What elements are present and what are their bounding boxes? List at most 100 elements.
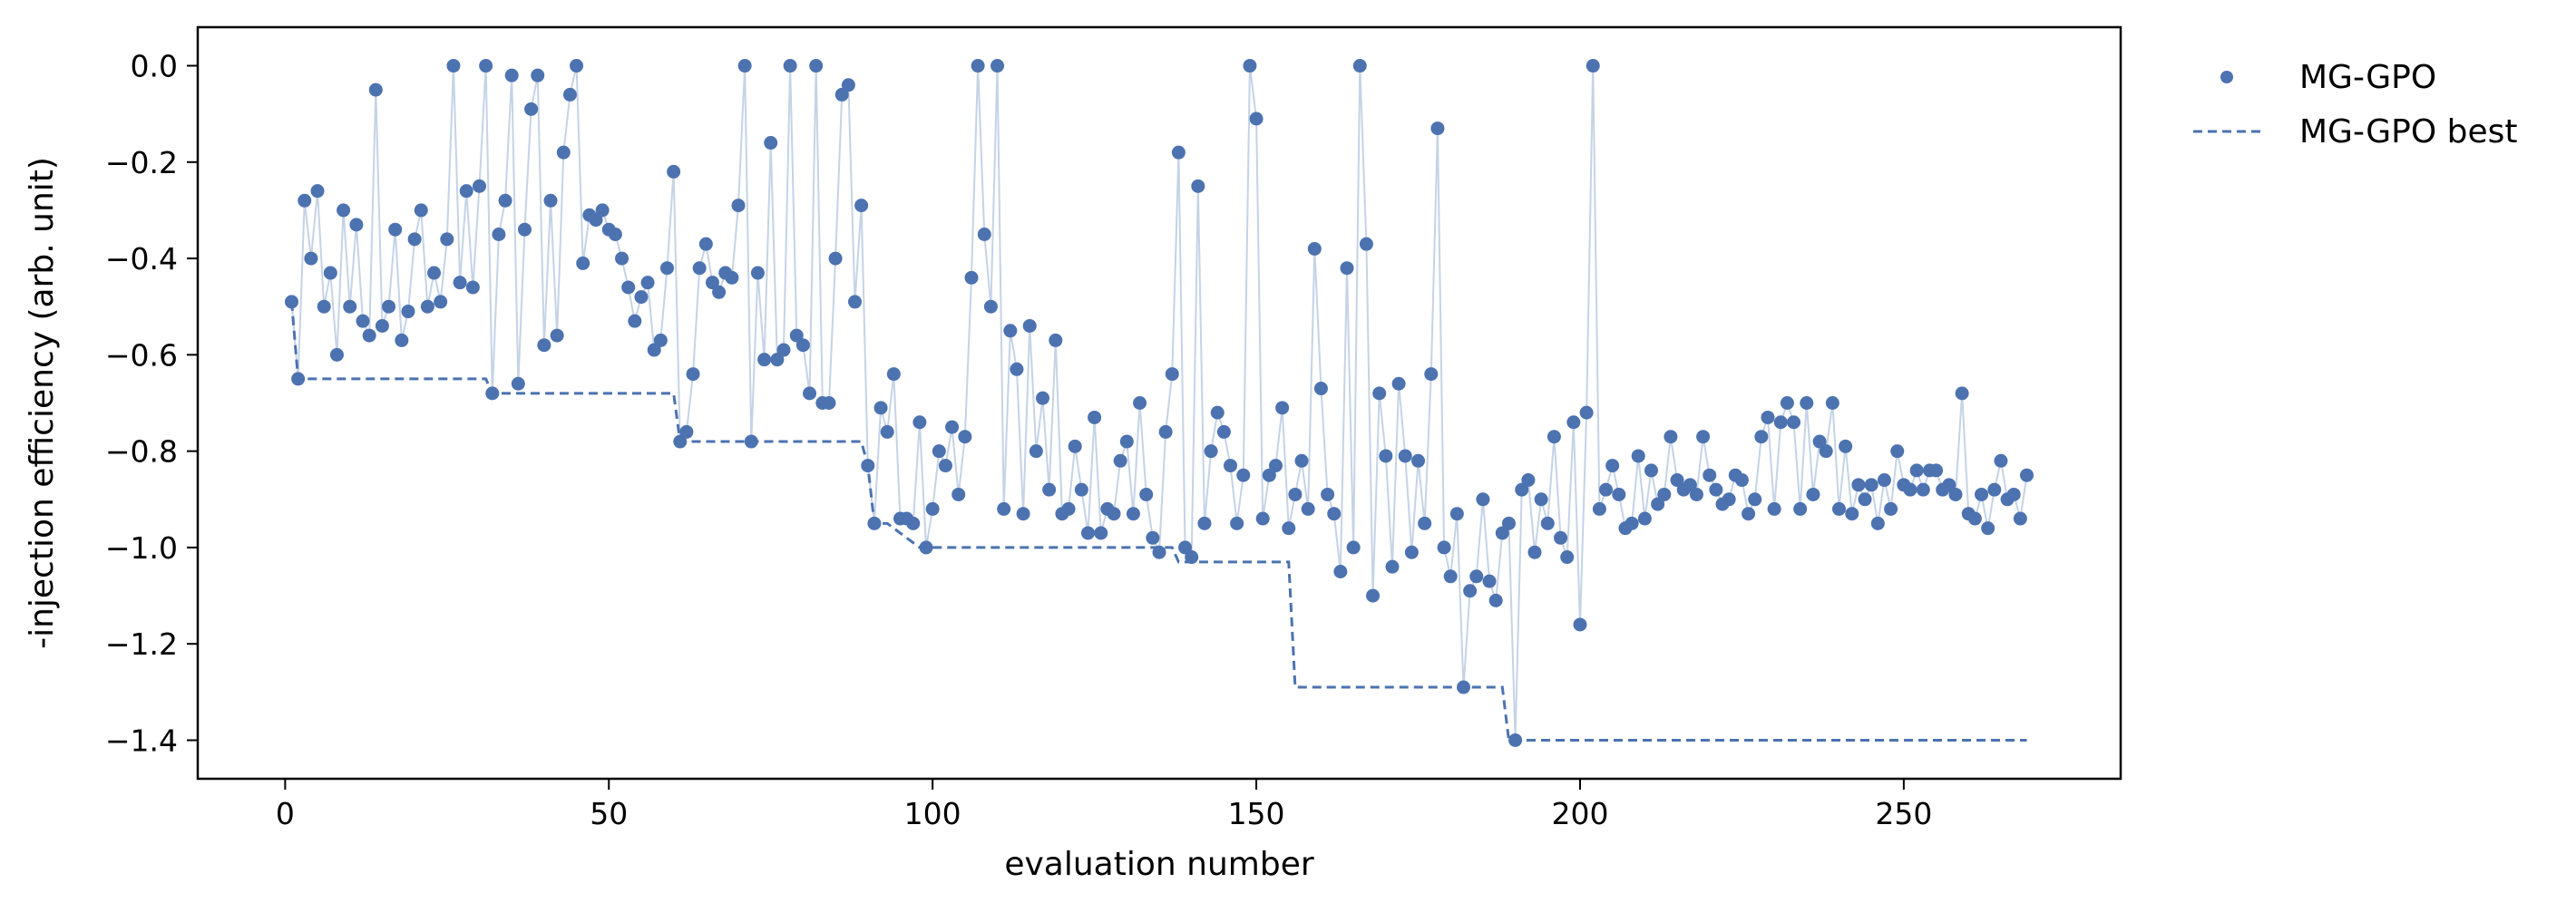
data-point — [395, 333, 409, 347]
data-point — [1210, 405, 1225, 420]
data-point — [1761, 410, 1775, 424]
data-point — [401, 305, 415, 319]
data-point — [1975, 487, 1989, 501]
data-point — [1022, 318, 1037, 333]
data-point — [1482, 574, 1497, 588]
data-point — [1366, 588, 1381, 603]
data-point — [1637, 511, 1652, 526]
x-tick-label: 100 — [904, 796, 961, 831]
data-point — [382, 299, 396, 314]
data-point — [1780, 396, 1794, 410]
data-point — [1754, 430, 1769, 444]
data-point — [440, 232, 454, 247]
data-point — [1139, 487, 1154, 501]
data-point — [1036, 391, 1050, 405]
data-point — [1812, 434, 1827, 449]
data-point — [983, 299, 998, 314]
data-point — [841, 78, 855, 92]
data-point — [679, 424, 694, 439]
data-point — [492, 228, 506, 242]
data-point — [1831, 501, 1846, 516]
data-point — [757, 353, 772, 367]
data-point — [1689, 487, 1703, 501]
data-point — [465, 280, 480, 295]
data-point — [912, 415, 927, 430]
data-point — [1191, 179, 1205, 193]
y-tick-label: −0.2 — [105, 145, 178, 180]
y-axis: 0.0 −0.2 −0.4 −0.6 −0.8 −1.0 −1.2 −1.4 — [105, 49, 198, 758]
data-point — [698, 237, 713, 251]
data-point — [1955, 386, 1969, 401]
data-point — [1851, 478, 1866, 492]
data-point — [1703, 468, 1717, 482]
data-point — [1268, 459, 1283, 473]
data-point — [822, 396, 836, 410]
data-point — [1547, 430, 1561, 444]
data-point — [1651, 497, 1665, 511]
data-point — [1501, 516, 1516, 530]
data-point — [1282, 521, 1296, 536]
data-point — [304, 251, 318, 266]
data-point — [692, 261, 707, 276]
data-point — [776, 343, 791, 357]
data-point — [576, 256, 590, 270]
data-point — [1133, 396, 1147, 410]
data-point — [1216, 424, 1231, 439]
data-point — [867, 516, 882, 530]
data-point — [1321, 487, 1335, 501]
data-point — [1981, 521, 1995, 536]
data-point — [1787, 415, 1801, 430]
data-point — [298, 193, 312, 208]
data-point — [498, 193, 512, 208]
data-point — [1068, 439, 1082, 453]
data-point — [1554, 530, 1568, 545]
x-tick-label: 250 — [1875, 796, 1932, 831]
data-point — [1722, 492, 1736, 507]
data-point — [997, 501, 1011, 516]
data-point — [1605, 459, 1620, 473]
data-point — [1307, 241, 1322, 256]
data-point — [595, 203, 610, 218]
data-point — [1488, 593, 1503, 607]
data-point — [737, 59, 752, 73]
data-point — [653, 333, 668, 347]
data-point — [1185, 550, 1199, 565]
y-tick-label: −1.4 — [105, 723, 178, 758]
data-point — [1495, 526, 1509, 540]
data-point — [1579, 405, 1594, 420]
data-point — [407, 232, 422, 247]
data-point — [2006, 487, 2021, 501]
data-point — [1313, 382, 1328, 396]
data-point — [1683, 478, 1697, 492]
data-point — [517, 222, 532, 237]
data-point — [795, 338, 810, 353]
data-point — [1262, 468, 1276, 482]
data-point — [504, 68, 519, 82]
data-point — [1586, 59, 1600, 73]
data-point — [828, 251, 843, 266]
data-point — [1767, 501, 1781, 516]
plot-area — [285, 59, 2034, 747]
data-point — [1249, 112, 1264, 126]
data-point — [1430, 121, 1445, 136]
legend-label-mg-gpo: MG-GPO — [2299, 59, 2436, 96]
data-point — [1709, 482, 1723, 497]
data-point — [362, 328, 376, 343]
data-point — [1080, 526, 1095, 540]
data-point — [1560, 550, 1575, 565]
data-point — [317, 299, 331, 314]
data-point — [459, 184, 473, 199]
data-point — [1029, 444, 1043, 459]
data-point — [1352, 59, 1367, 73]
data-point — [640, 276, 655, 290]
data-point — [1631, 449, 1645, 463]
data-point — [1449, 507, 1464, 521]
data-point — [329, 347, 344, 362]
data-point — [570, 59, 584, 73]
data-point — [1806, 487, 1820, 501]
data-point — [1884, 501, 1898, 516]
data-point — [1773, 415, 1788, 430]
x-tick-label: 50 — [590, 796, 628, 831]
data-point — [1042, 482, 1057, 497]
data-point — [537, 338, 551, 353]
